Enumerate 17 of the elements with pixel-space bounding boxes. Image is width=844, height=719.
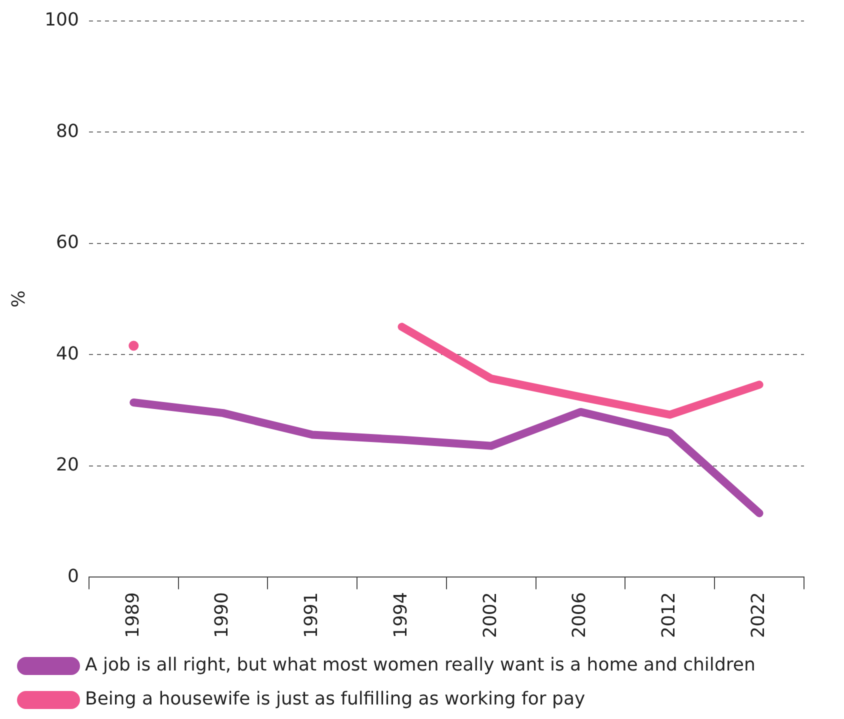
y-tick-label: 0 — [68, 566, 79, 587]
y-axis-title: % — [8, 290, 30, 308]
x-tick-label: 1990 — [212, 592, 233, 638]
x-tick-label: 1991 — [301, 592, 322, 638]
legend-label: Being a housewife is just as fulfilling as working for pay — [85, 688, 586, 710]
x-tick-label: 2006 — [569, 592, 590, 638]
y-tick-label: 80 — [56, 120, 79, 142]
y-tick-label: 20 — [56, 454, 79, 476]
x-tick-label: 1994 — [390, 592, 412, 638]
legend-label: A job is all right, but what most women really want is a home and children — [85, 654, 756, 676]
x-tick-label: 2002 — [480, 592, 501, 638]
y-tick-label: 100 — [44, 9, 79, 30]
y-tick-label: 60 — [56, 232, 79, 254]
x-tick-label: 1989 — [122, 592, 144, 638]
x-tick-label: 2022 — [748, 592, 769, 638]
x-tick-label: 2012 — [658, 592, 680, 638]
y-tick-label: 40 — [56, 343, 79, 364]
